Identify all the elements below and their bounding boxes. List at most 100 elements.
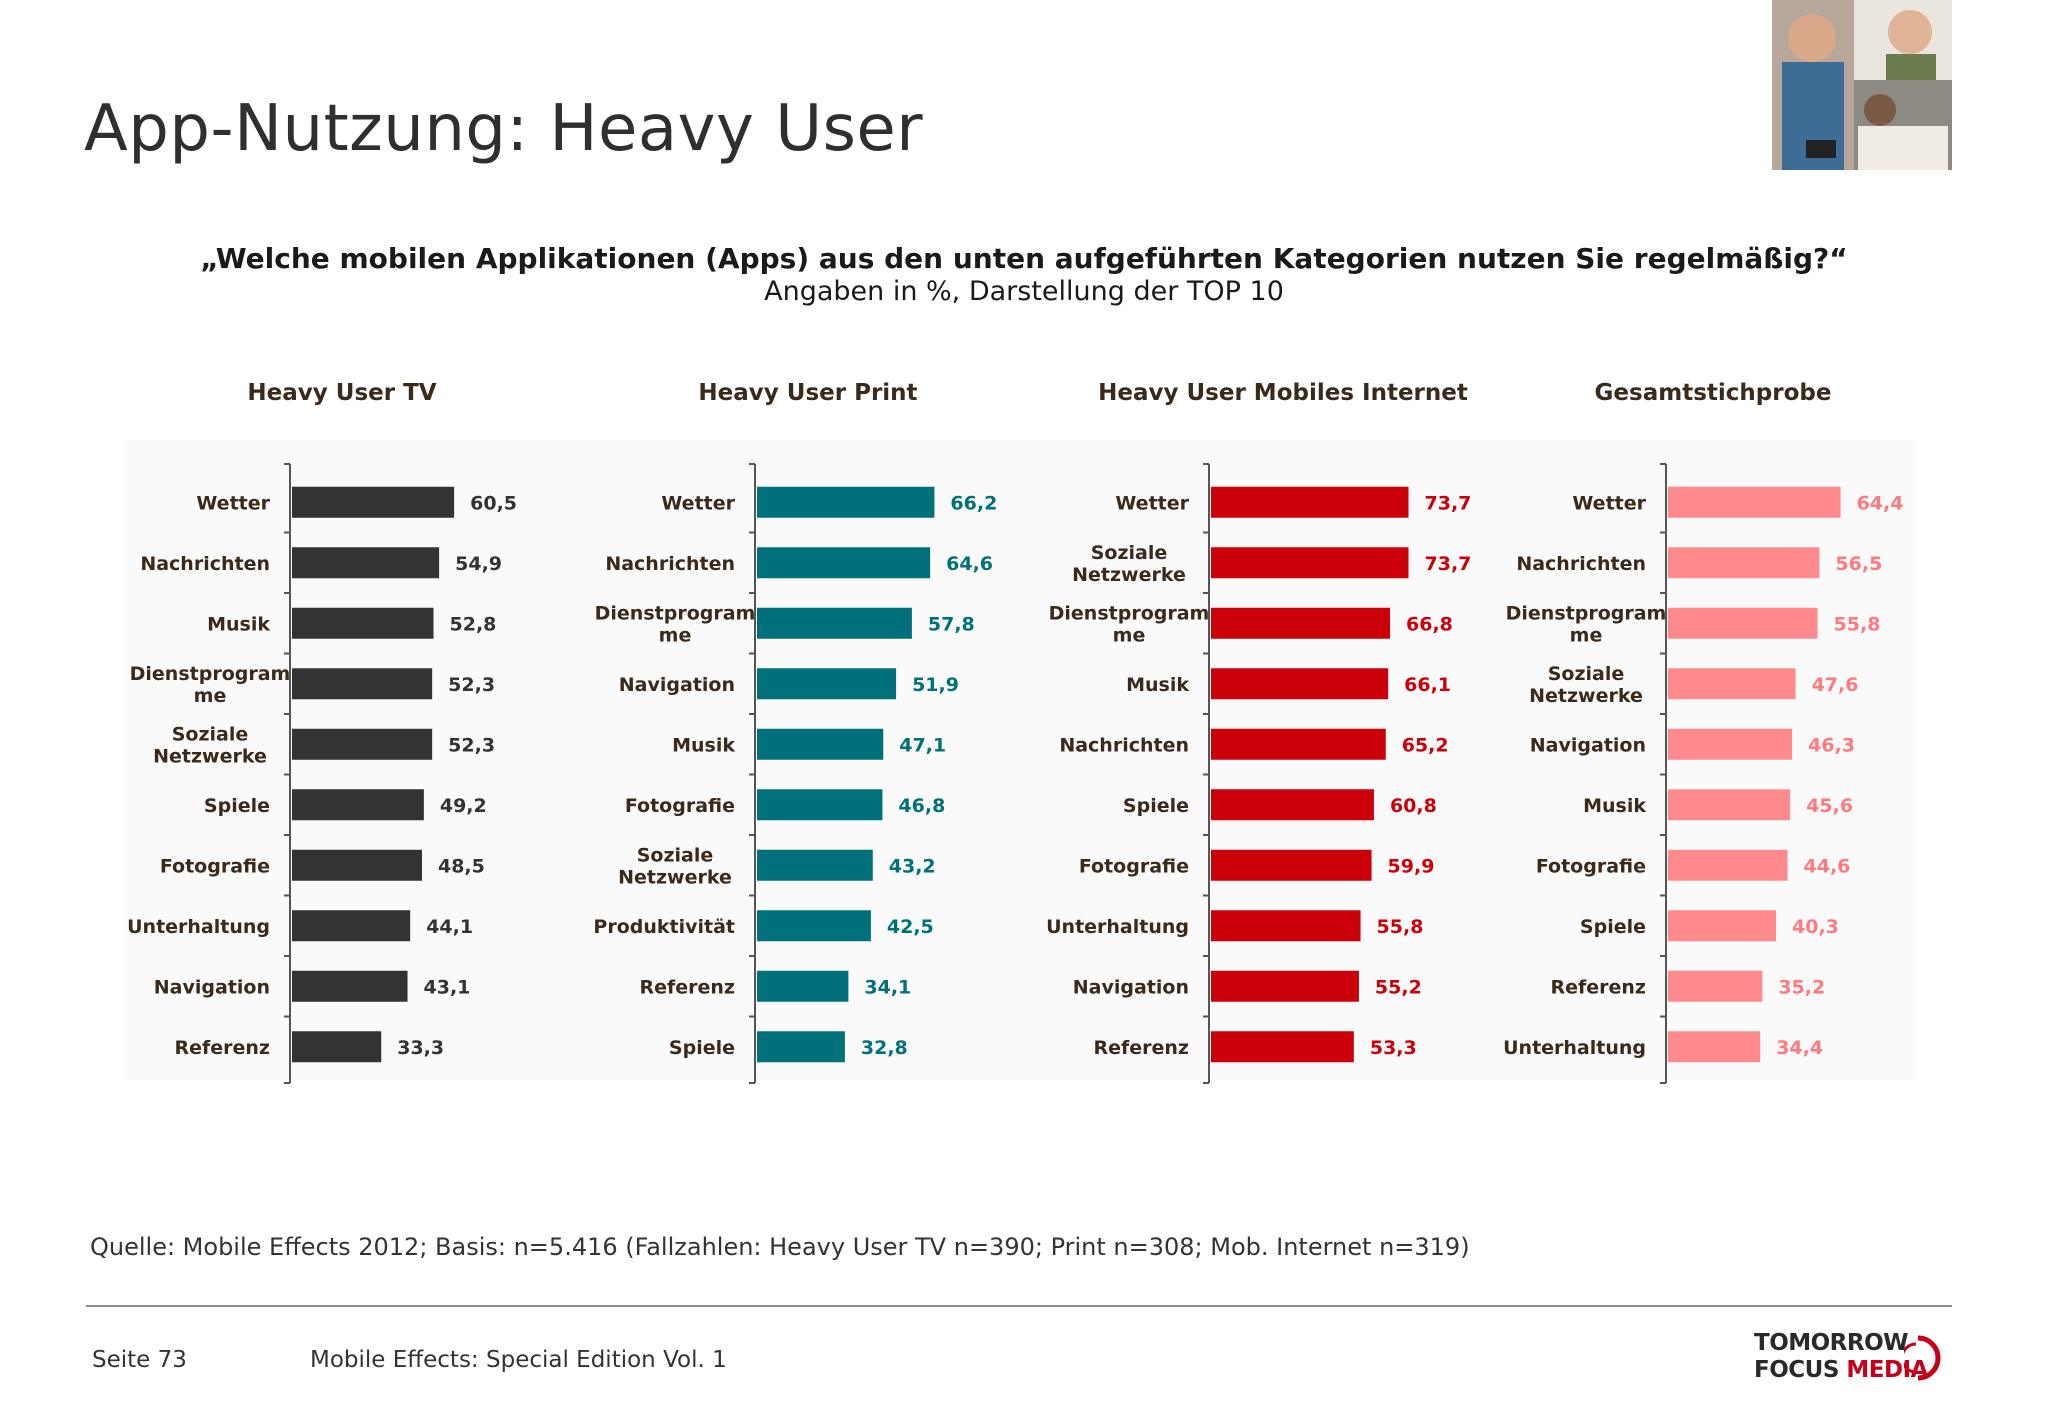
photo-collage-image (1772, 0, 1952, 170)
category-label: me (659, 624, 692, 646)
category-label: Referenz (1550, 976, 1646, 998)
category-label: Musik (1583, 795, 1646, 817)
bar (1211, 607, 1391, 639)
bar (1668, 547, 1820, 579)
survey-question: „Welche mobilen Applikationen (Apps) aus… (200, 242, 1848, 275)
source-note: Quelle: Mobile Effects 2012; Basis: n=5.… (90, 1233, 1470, 1261)
bar-value-label: 60,5 (470, 492, 517, 514)
bar (757, 910, 871, 942)
bar-value-label: 43,1 (424, 976, 471, 998)
bar (1211, 486, 1409, 518)
bar-value-label: 53,3 (1370, 1037, 1417, 1059)
category-label: Netzwerke (153, 745, 267, 767)
category-label: Spiele (204, 795, 270, 817)
category-label: Unterhaltung (127, 916, 270, 938)
footer-divider (86, 1305, 1952, 1307)
bar-value-label: 66,1 (1404, 674, 1451, 696)
category-label: Spiele (1123, 795, 1189, 817)
bar-value-label: 64,6 (946, 553, 993, 575)
panel-title: Heavy User Print (698, 380, 917, 406)
category-label: Soziale (1091, 542, 1168, 564)
bar-value-label: 34,1 (864, 976, 911, 998)
bar-value-label: 54,9 (455, 553, 502, 575)
bar-value-label: 46,3 (1808, 734, 1855, 756)
category-label: Musik (1126, 674, 1189, 696)
page-number: Seite 73 (92, 1347, 187, 1373)
category-label: me (194, 685, 227, 707)
bar (1668, 910, 1777, 942)
category-label: Navigation (1073, 976, 1189, 998)
bar-value-label: 73,7 (1425, 553, 1472, 575)
bar-value-label: 64,4 (1857, 492, 1904, 514)
bar (757, 607, 912, 639)
category-label: Netzwerke (618, 866, 732, 888)
category-label: Wetter (1572, 492, 1646, 514)
bar (292, 970, 408, 1002)
category-label: Wetter (661, 492, 735, 514)
bar (1211, 849, 1372, 881)
bar (757, 547, 931, 579)
bar (292, 849, 422, 881)
bar-value-label: 66,8 (1406, 613, 1453, 635)
chart-panel-background (125, 440, 1915, 1080)
category-label: Fotografie (160, 855, 270, 877)
category-label: Unterhaltung (1503, 1037, 1646, 1059)
bar-value-label: 44,1 (426, 916, 473, 938)
bar (1211, 728, 1386, 760)
bar-value-label: 35,2 (1778, 976, 1825, 998)
bar-value-label: 40,3 (1792, 916, 1839, 938)
page-title: App-Nutzung: Heavy User (84, 92, 924, 166)
bar (1211, 668, 1389, 700)
category-label: Musik (207, 613, 270, 635)
edition-label: Mobile Effects: Special Edition Vol. 1 (310, 1347, 727, 1373)
bar-value-label: 43,2 (889, 855, 936, 877)
bar-value-label: 52,3 (448, 734, 495, 756)
header-photo-collage (1772, 0, 1952, 170)
bar-value-label: 47,1 (899, 734, 946, 756)
bar (1668, 789, 1791, 821)
bar (1211, 970, 1359, 1002)
bar-value-label: 65,2 (1402, 734, 1449, 756)
category-label: Dienstprogram (1049, 602, 1210, 624)
category-label: Netzwerke (1529, 685, 1643, 707)
category-label: Nachrichten (1516, 553, 1646, 575)
bar (757, 789, 883, 821)
category-label: Nachrichten (1059, 734, 1189, 756)
bar-value-label: 60,8 (1390, 795, 1437, 817)
bar (292, 1031, 382, 1063)
bar (1211, 1031, 1354, 1063)
bar (292, 728, 433, 760)
category-label: Soziale (1548, 663, 1625, 685)
bar-value-label: 46,8 (898, 795, 945, 817)
bar-value-label: 44,6 (1804, 855, 1851, 877)
bar (757, 668, 897, 700)
logo-text-line2: FOCUS MEDIA (1754, 1357, 1928, 1383)
bar-value-label: 48,5 (438, 855, 485, 877)
bar-value-label: 51,9 (912, 674, 959, 696)
category-label: Fotografie (1536, 855, 1646, 877)
bar-value-label: 57,8 (928, 613, 975, 635)
bar-value-label: 55,2 (1375, 976, 1422, 998)
category-label: Fotografie (1079, 855, 1189, 877)
category-label: Nachrichten (140, 553, 270, 575)
panel-title: Gesamtstichprobe (1595, 380, 1832, 406)
bar (757, 486, 935, 518)
category-label: Nachrichten (605, 553, 735, 575)
bar (1668, 668, 1796, 700)
bar-value-label: 73,7 (1425, 492, 1472, 514)
category-label: Navigation (619, 674, 735, 696)
tomorrow-focus-media-logo: TOMORROW FOCUS MEDIA (1754, 1330, 1954, 1390)
bar (757, 849, 873, 881)
bar (1668, 728, 1793, 760)
logo-text-line1: TOMORROW (1754, 1330, 1909, 1356)
category-label: Soziale (637, 844, 714, 866)
category-label: Soziale (172, 723, 249, 745)
bar-value-label: 56,5 (1835, 553, 1882, 575)
bar-value-label: 66,2 (950, 492, 997, 514)
panel-title: Heavy User TV (247, 380, 436, 406)
category-label: Dienstprogram (1506, 602, 1667, 624)
bar-value-label: 52,3 (448, 674, 495, 696)
category-label: Wetter (196, 492, 270, 514)
category-label: Wetter (1115, 492, 1189, 514)
